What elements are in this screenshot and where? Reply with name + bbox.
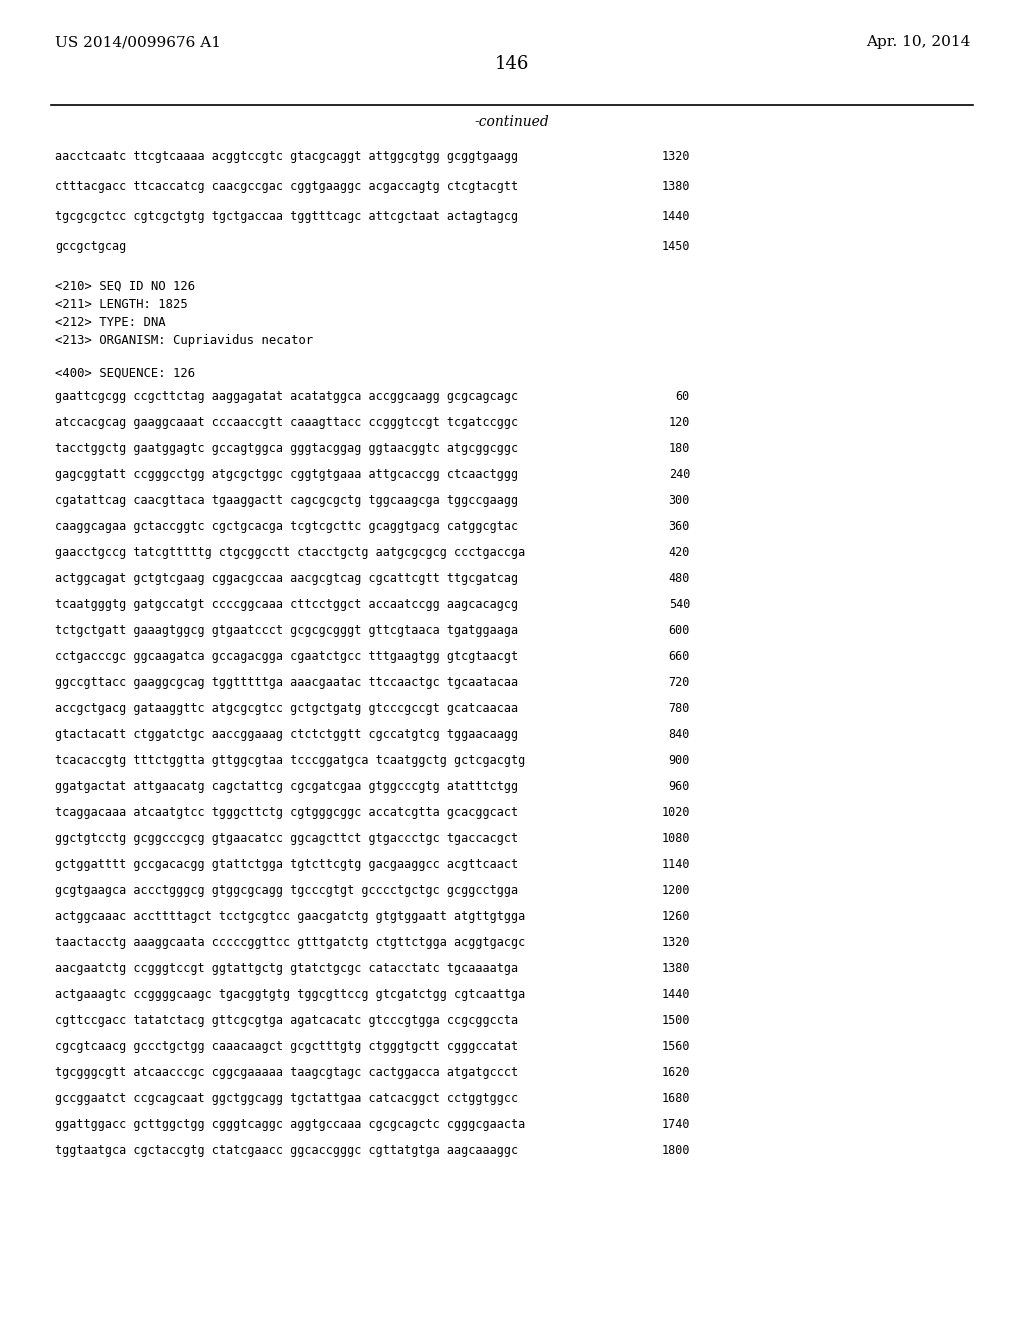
Text: 1080: 1080 [662,832,690,845]
Text: 1440: 1440 [662,987,690,1001]
Text: atccacgcag gaaggcaaat cccaaccgtt caaagttacc ccgggtccgt tcgatccggc: atccacgcag gaaggcaaat cccaaccgtt caaagtt… [55,416,518,429]
Text: tctgctgatt gaaagtggcg gtgaatccct gcgcgcgggt gttcgtaaca tgatggaaga: tctgctgatt gaaagtggcg gtgaatccct gcgcgcg… [55,624,518,638]
Text: actggcaaac accttttagct tcctgcgtcc gaacgatctg gtgtggaatt atgttgtgga: actggcaaac accttttagct tcctgcgtcc gaacga… [55,909,525,923]
Text: caaggcagaa gctaccggtc cgctgcacga tcgtcgcttc gcaggtgacg catggcgtac: caaggcagaa gctaccggtc cgctgcacga tcgtcgc… [55,520,518,533]
Text: 660: 660 [669,649,690,663]
Text: tgcgggcgtt atcaacccgc cggcgaaaaa taagcgtagc cactggacca atgatgccct: tgcgggcgtt atcaacccgc cggcgaaaaa taagcgt… [55,1067,518,1078]
Text: cgatattcag caacgttaca tgaaggactt cagcgcgctg tggcaagcga tggccgaagg: cgatattcag caacgttaca tgaaggactt cagcgcg… [55,494,518,507]
Text: 960: 960 [669,780,690,793]
Text: gaattcgcgg ccgcttctag aaggagatat acatatggca accggcaagg gcgcagcagc: gaattcgcgg ccgcttctag aaggagatat acatatg… [55,389,518,403]
Text: 1320: 1320 [662,150,690,162]
Text: tcaatgggtg gatgccatgt ccccggcaaa cttcctggct accaatccgg aagcacagcg: tcaatgggtg gatgccatgt ccccggcaaa cttcctg… [55,598,518,611]
Text: tacctggctg gaatggagtc gccagtggca gggtacggag ggtaacggtc atgcggcggc: tacctggctg gaatggagtc gccagtggca gggtacg… [55,442,518,455]
Text: 1450: 1450 [662,240,690,253]
Text: cgcgtcaacg gccctgctgg caaacaagct gcgctttgtg ctgggtgctt cgggccatat: cgcgtcaacg gccctgctgg caaacaagct gcgcttt… [55,1040,518,1053]
Text: actgaaagtc ccggggcaagc tgacggtgtg tggcgttccg gtcgatctgg cgtcaattga: actgaaagtc ccggggcaagc tgacggtgtg tggcgt… [55,987,525,1001]
Text: 720: 720 [669,676,690,689]
Text: 900: 900 [669,754,690,767]
Text: 146: 146 [495,55,529,73]
Text: 60: 60 [676,389,690,403]
Text: cgttccgacc tatatctacg gttcgcgtga agatcacatc gtcccgtgga ccgcggccta: cgttccgacc tatatctacg gttcgcgtga agatcac… [55,1014,518,1027]
Text: 1740: 1740 [662,1118,690,1131]
Text: 1620: 1620 [662,1067,690,1078]
Text: 840: 840 [669,729,690,741]
Text: tgcgcgctcc cgtcgctgtg tgctgaccaa tggtttcagc attcgctaat actagtagcg: tgcgcgctcc cgtcgctgtg tgctgaccaa tggtttc… [55,210,518,223]
Text: 1380: 1380 [662,180,690,193]
Text: 780: 780 [669,702,690,715]
Text: gtactacatt ctggatctgc aaccggaaag ctctctggtt cgccatgtcg tggaacaagg: gtactacatt ctggatctgc aaccggaaag ctctctg… [55,729,518,741]
Text: US 2014/0099676 A1: US 2014/0099676 A1 [55,36,221,49]
Text: gcgtgaagca accctgggcg gtggcgcagg tgcccgtgt gcccctgctgc gcggcctgga: gcgtgaagca accctgggcg gtggcgcagg tgcccgt… [55,884,518,898]
Text: aacgaatctg ccgggtccgt ggtattgctg gtatctgcgc catacctatc tgcaaaatga: aacgaatctg ccgggtccgt ggtattgctg gtatctg… [55,962,518,975]
Text: 120: 120 [669,416,690,429]
Text: 1560: 1560 [662,1040,690,1053]
Text: -continued: -continued [475,115,549,129]
Text: 1680: 1680 [662,1092,690,1105]
Text: 480: 480 [669,572,690,585]
Text: gccggaatct ccgcagcaat ggctggcagg tgctattgaa catcacggct cctggtggcc: gccggaatct ccgcagcaat ggctggcagg tgctatt… [55,1092,518,1105]
Text: gctggatttt gccgacacgg gtattctgga tgtcttcgtg gacgaaggcc acgttcaact: gctggatttt gccgacacgg gtattctgga tgtcttc… [55,858,518,871]
Text: ggatgactat attgaacatg cagctattcg cgcgatcgaa gtggcccgtg atatttctgg: ggatgactat attgaacatg cagctattcg cgcgatc… [55,780,518,793]
Text: ctttacgacc ttcaccatcg caacgccgac cggtgaaggc acgaccagtg ctcgtacgtt: ctttacgacc ttcaccatcg caacgccgac cggtgaa… [55,180,518,193]
Text: gccgctgcag: gccgctgcag [55,240,126,253]
Text: <213> ORGANISM: Cupriavidus necator: <213> ORGANISM: Cupriavidus necator [55,334,313,347]
Text: <210> SEQ ID NO 126: <210> SEQ ID NO 126 [55,280,196,293]
Text: 300: 300 [669,494,690,507]
Text: 540: 540 [669,598,690,611]
Text: 180: 180 [669,442,690,455]
Text: gagcggtatt ccgggcctgg atgcgctggc cggtgtgaaa attgcaccgg ctcaactggg: gagcggtatt ccgggcctgg atgcgctggc cggtgtg… [55,469,518,480]
Text: 1020: 1020 [662,807,690,818]
Text: 1320: 1320 [662,936,690,949]
Text: aacctcaatc ttcgtcaaaa acggtccgtc gtacgcaggt attggcgtgg gcggtgaagg: aacctcaatc ttcgtcaaaa acggtccgtc gtacgca… [55,150,518,162]
Text: ggccgttacc gaaggcgcag tggtttttga aaacgaatac ttccaactgc tgcaatacaa: ggccgttacc gaaggcgcag tggtttttga aaacgaa… [55,676,518,689]
Text: ggattggacc gcttggctgg cgggtcaggc aggtgccaaa cgcgcagctc cgggcgaacta: ggattggacc gcttggctgg cgggtcaggc aggtgcc… [55,1118,525,1131]
Text: 1440: 1440 [662,210,690,223]
Text: ggctgtcctg gcggcccgcg gtgaacatcc ggcagcttct gtgaccctgc tgaccacgct: ggctgtcctg gcggcccgcg gtgaacatcc ggcagct… [55,832,518,845]
Text: 420: 420 [669,546,690,558]
Text: Apr. 10, 2014: Apr. 10, 2014 [865,36,970,49]
Text: cctgacccgc ggcaagatca gccagacgga cgaatctgcc tttgaagtgg gtcgtaacgt: cctgacccgc ggcaagatca gccagacgga cgaatct… [55,649,518,663]
Text: accgctgacg gataaggttc atgcgcgtcc gctgctgatg gtcccgccgt gcatcaacaa: accgctgacg gataaggttc atgcgcgtcc gctgctg… [55,702,518,715]
Text: tcacaccgtg tttctggtta gttggcgtaa tcccggatgca tcaatggctg gctcgacgtg: tcacaccgtg tttctggtta gttggcgtaa tcccgga… [55,754,525,767]
Text: <400> SEQUENCE: 126: <400> SEQUENCE: 126 [55,367,196,380]
Text: 1260: 1260 [662,909,690,923]
Text: 600: 600 [669,624,690,638]
Text: <211> LENGTH: 1825: <211> LENGTH: 1825 [55,298,187,312]
Text: 1140: 1140 [662,858,690,871]
Text: tggtaatgca cgctaccgtg ctatcgaacc ggcaccgggc cgttatgtga aagcaaaggc: tggtaatgca cgctaccgtg ctatcgaacc ggcaccg… [55,1144,518,1158]
Text: 1800: 1800 [662,1144,690,1158]
Text: actggcagat gctgtcgaag cggacgccaa aacgcgtcag cgcattcgtt ttgcgatcag: actggcagat gctgtcgaag cggacgccaa aacgcgt… [55,572,518,585]
Text: taactacctg aaaggcaata cccccggttcc gtttgatctg ctgttctgga acggtgacgc: taactacctg aaaggcaata cccccggttcc gtttga… [55,936,525,949]
Text: gaacctgccg tatcgtttttg ctgcggcctt ctacctgctg aatgcgcgcg ccctgaccga: gaacctgccg tatcgtttttg ctgcggcctt ctacct… [55,546,525,558]
Text: 360: 360 [669,520,690,533]
Text: 1380: 1380 [662,962,690,975]
Text: <212> TYPE: DNA: <212> TYPE: DNA [55,315,166,329]
Text: 240: 240 [669,469,690,480]
Text: 1500: 1500 [662,1014,690,1027]
Text: tcaggacaaa atcaatgtcc tgggcttctg cgtgggcggc accatcgtta gcacggcact: tcaggacaaa atcaatgtcc tgggcttctg cgtgggc… [55,807,518,818]
Text: 1200: 1200 [662,884,690,898]
